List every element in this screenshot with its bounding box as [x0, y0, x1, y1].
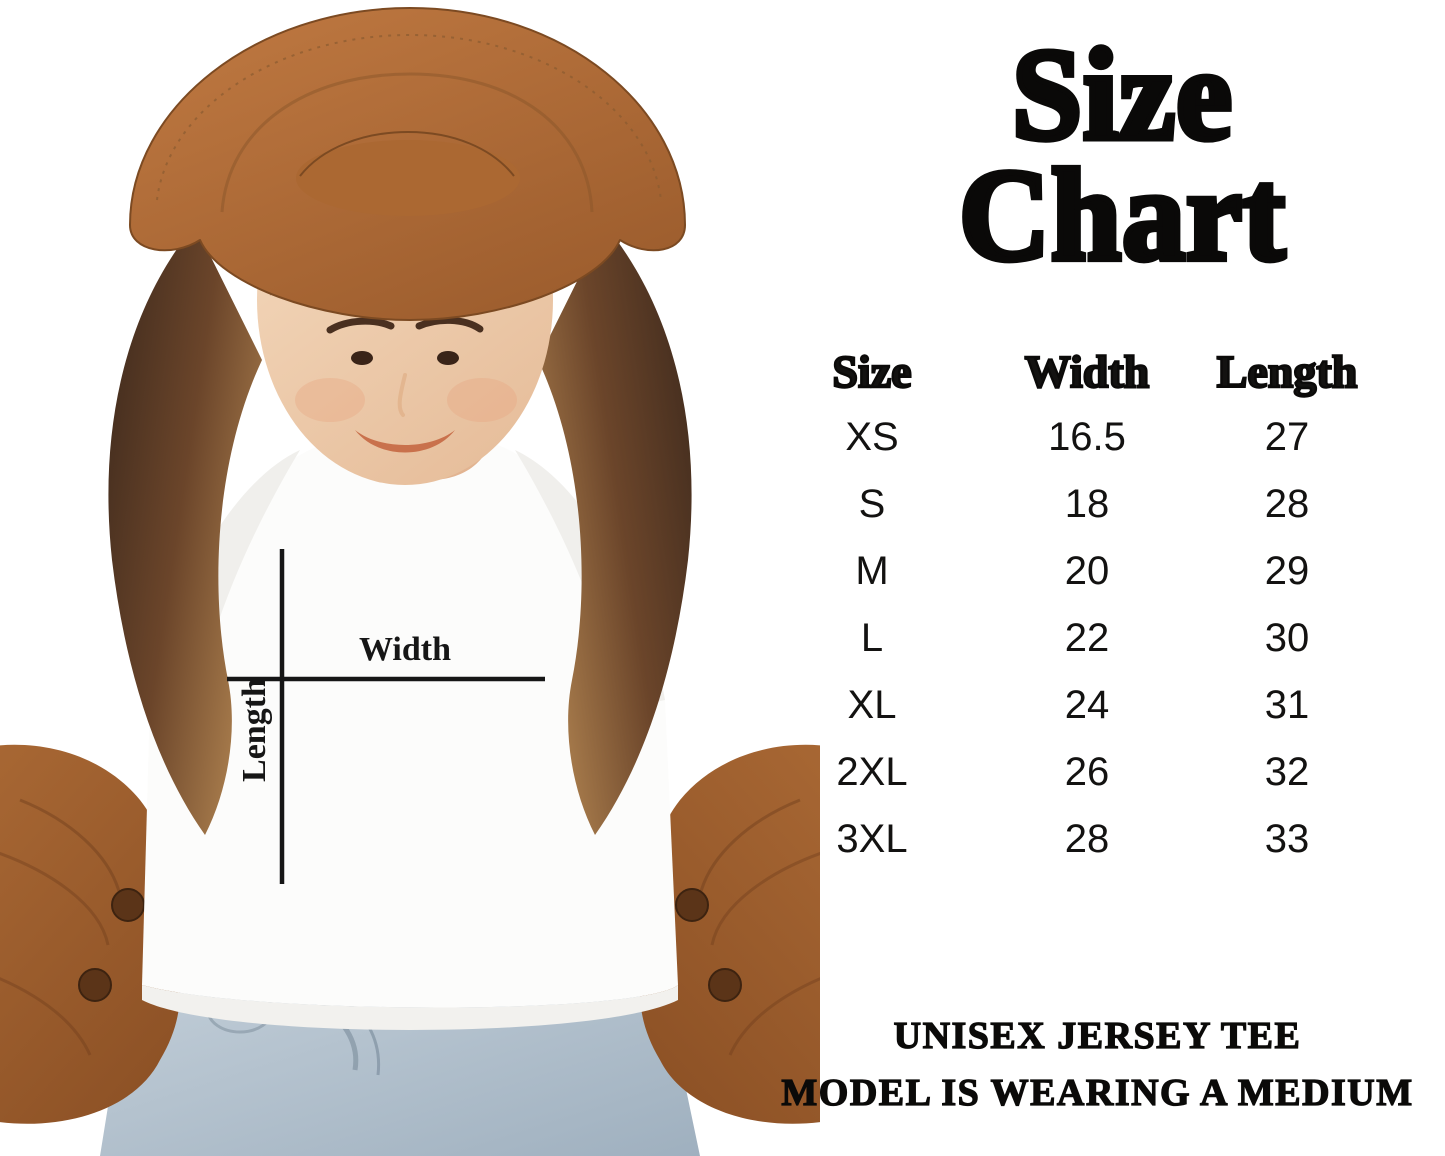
- svg-text:Width: Width: [359, 631, 451, 668]
- svg-text:Length: Length: [236, 678, 273, 782]
